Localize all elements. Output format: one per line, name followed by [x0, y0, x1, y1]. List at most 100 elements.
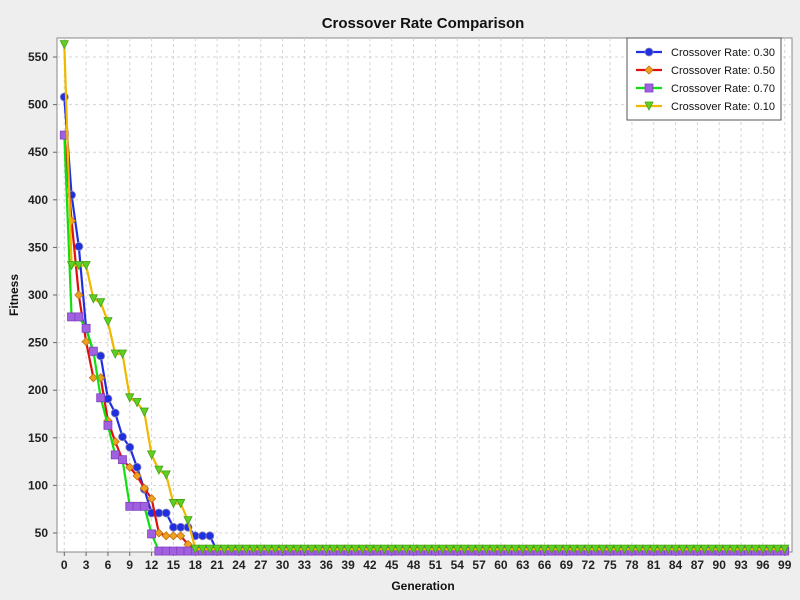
series-3	[59, 40, 790, 555]
x-tick-label: 48	[407, 558, 421, 572]
data-point	[408, 544, 419, 555]
x-tick-label: 87	[691, 558, 705, 572]
data-point	[423, 544, 433, 555]
data-point	[190, 544, 200, 555]
data-point	[379, 544, 390, 555]
data-point	[205, 531, 215, 541]
data-point	[503, 544, 513, 555]
data-point	[234, 544, 244, 555]
x-tick-label: 9	[126, 558, 133, 572]
data-point	[219, 544, 230, 555]
data-point	[336, 544, 346, 555]
data-point	[154, 465, 164, 476]
data-point	[168, 499, 179, 509]
y-tick-label: 350	[28, 240, 48, 254]
x-tick-label: 93	[734, 558, 748, 572]
data-point	[561, 544, 572, 555]
data-point	[605, 544, 615, 555]
legend-item: Crossover Rate: 0.10	[636, 101, 775, 113]
data-point	[146, 450, 157, 460]
x-tick-label: 0	[61, 558, 68, 572]
data-point	[161, 470, 171, 480]
y-tick-label: 250	[28, 336, 48, 350]
x-tick-label: 18	[189, 558, 203, 572]
data-point	[365, 544, 375, 555]
data-point	[481, 544, 492, 555]
x-tick-label: 57	[472, 558, 486, 572]
data-point	[765, 544, 775, 555]
data-point	[714, 544, 724, 555]
data-point	[110, 349, 120, 359]
data-point	[547, 544, 557, 555]
data-point	[139, 483, 149, 493]
y-tick-label: 450	[28, 145, 48, 159]
x-tick-label: 15	[167, 558, 181, 572]
data-point	[656, 544, 666, 555]
legend-item: Crossover Rate: 0.30	[636, 47, 775, 59]
data-point	[452, 544, 462, 555]
data-point	[488, 544, 499, 555]
x-tick-label: 51	[429, 558, 443, 572]
y-tick-label: 100	[28, 478, 48, 492]
legend-marker	[644, 65, 654, 75]
data-point	[350, 544, 361, 555]
series-line	[63, 44, 785, 551]
data-point	[758, 544, 768, 555]
data-point	[532, 544, 542, 555]
x-tick-label: 69	[560, 558, 574, 572]
data-point	[357, 544, 368, 555]
x-tick-label: 78	[625, 558, 639, 572]
legend-label: Crossover Rate: 0.30	[671, 47, 775, 59]
data-point	[445, 544, 455, 555]
data-point	[394, 544, 404, 555]
series-group	[59, 40, 790, 556]
data-point	[590, 544, 601, 555]
data-point	[125, 393, 135, 403]
data-point	[627, 544, 637, 555]
x-axis-title: Generation	[391, 579, 454, 593]
data-point	[161, 531, 171, 541]
x-tick-label: 24	[232, 558, 246, 572]
x-tick-label: 54	[451, 558, 465, 572]
data-point	[132, 471, 142, 481]
y-tick-label: 300	[28, 288, 48, 302]
data-point	[649, 544, 659, 555]
x-tick-label: 36	[320, 558, 334, 572]
data-point	[132, 501, 142, 511]
data-point	[256, 544, 266, 555]
data-point	[241, 544, 251, 555]
data-point	[81, 261, 91, 271]
data-point	[321, 544, 331, 555]
data-point	[66, 261, 77, 271]
x-tick-label: 63	[516, 558, 530, 572]
data-point	[328, 544, 339, 555]
x-tick-label: 75	[603, 558, 617, 572]
data-point	[154, 528, 164, 538]
data-point	[736, 544, 746, 555]
data-point	[459, 544, 470, 555]
data-point	[117, 349, 128, 359]
data-point	[59, 40, 69, 50]
data-point	[634, 544, 644, 555]
x-tick-label: 3	[83, 558, 90, 572]
data-point	[96, 298, 106, 308]
y-tick-label: 550	[28, 50, 48, 64]
data-point	[125, 462, 135, 472]
data-point	[343, 544, 353, 555]
data-point	[110, 408, 120, 418]
data-point	[205, 544, 215, 555]
data-point	[176, 546, 186, 556]
data-point	[198, 531, 207, 541]
data-point	[692, 544, 703, 555]
data-point	[227, 544, 237, 555]
legend-item: Crossover Rate: 0.70	[636, 83, 775, 95]
x-tick-label: 90	[713, 558, 727, 572]
data-point	[525, 544, 535, 555]
data-point	[103, 421, 113, 430]
data-point	[314, 544, 324, 555]
data-point	[729, 544, 739, 555]
data-point	[118, 455, 127, 465]
data-point	[88, 373, 98, 383]
data-point	[168, 531, 179, 541]
